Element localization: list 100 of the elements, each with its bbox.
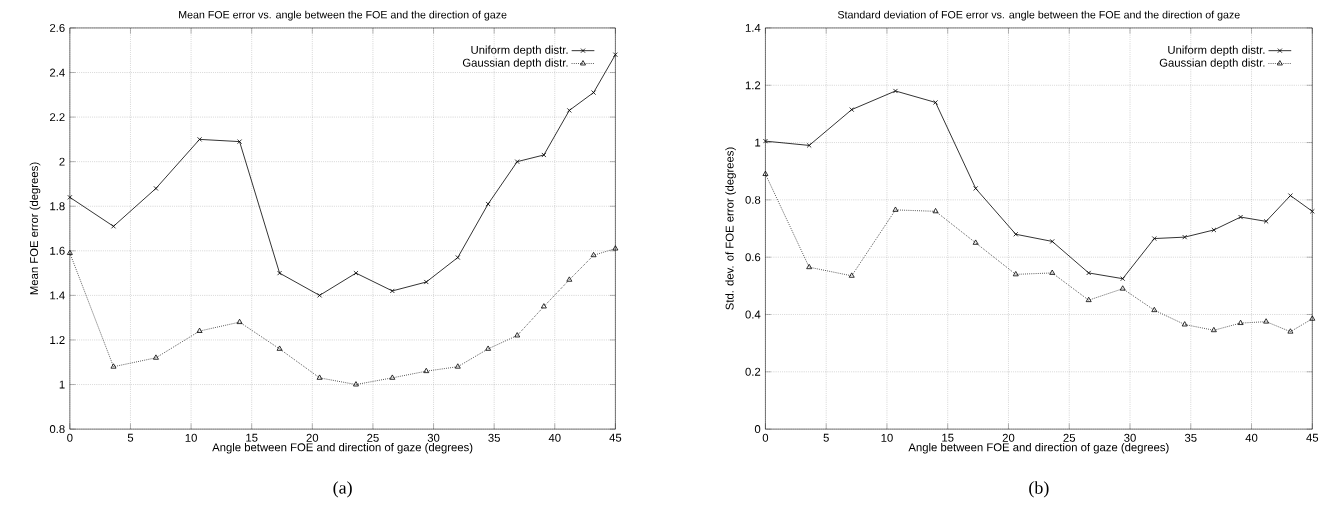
point [591,90,597,96]
point [540,303,547,309]
y-tick-label: 1.6 [50,246,65,255]
point [972,239,979,245]
point [1013,231,1019,237]
y-tick-label: 0.4 [745,310,761,319]
x-tick-label: 0 [67,433,73,442]
point [1086,270,1092,276]
x-tick-label: 25 [367,433,379,442]
y-tick-label: 1.2 [745,81,761,90]
point [353,381,359,387]
point [1210,326,1217,333]
point [1287,193,1293,199]
point [892,206,899,212]
x-tick-label: 35 [1184,433,1197,442]
x-tick-label: 45 [609,433,622,442]
x-tick-label: 5 [823,433,829,442]
point [485,201,491,207]
point [848,272,855,278]
x-tick-label: 40 [548,433,561,442]
point [236,318,243,325]
x-tick-label: 10 [185,433,197,442]
point [1309,315,1316,321]
y-tick-label: 0.6 [745,253,761,262]
point [316,374,323,380]
point [454,363,461,369]
y-tick-label: 0.8 [745,195,761,204]
point [612,245,619,251]
point [196,327,203,333]
y-axis-title: Mean FOE error (degrees) [29,162,41,295]
point [612,52,618,58]
point [197,136,203,142]
y-tick-label: 2.6 [50,23,65,32]
point [110,363,117,369]
y-tick-label: 2 [59,157,65,166]
point [455,255,461,261]
point [1085,296,1092,303]
x-tick-label: 20 [1002,433,1015,442]
point [933,100,939,105]
y-tick-label: 0.2 [745,367,761,376]
chart-title: Standard deviation of FOE error vs. angle between the FOE and the direction of gaze [837,10,1240,21]
point [1181,321,1188,327]
point [1287,328,1294,334]
point [353,270,359,276]
legend-label: Gaussian depth distr. [1159,58,1265,69]
text: (b) [1029,481,1049,498]
x-tick-label: 35 [488,433,500,442]
point [485,345,492,351]
point [1151,306,1158,313]
point [849,107,855,113]
legend-label: Gaussian depth distr. [462,58,568,69]
point [1238,214,1244,220]
chart-title: Mean FOE error vs. angle between the FOE and the direction of gaze [179,10,507,21]
x-axis-title: Angle between FOE and direction of gaze (degrees) [212,443,473,454]
x-tick-label: 25 [1063,433,1076,442]
point [1049,239,1055,244]
point [111,223,116,229]
point [423,279,429,285]
point [317,292,323,298]
point [67,194,73,200]
x-tick-label: 40 [1245,433,1258,442]
point [932,208,939,214]
y-tick-label: 0.8 [49,425,65,434]
point [806,143,812,148]
x-tick-label: 15 [246,433,258,442]
point [1049,269,1056,275]
point [1263,318,1270,324]
y-tick-label: 0 [754,425,761,434]
point [1211,227,1217,233]
point [806,263,813,270]
point [66,249,73,255]
y-tick-label: 2.4 [50,68,65,77]
x-tick-label: 5 [127,433,134,442]
point [514,159,520,165]
point [566,276,573,282]
point [541,152,547,158]
x-axis-title: Angle between FOE and direction of gaze (degrees) [908,443,1169,454]
point [566,107,572,113]
point [152,354,159,360]
point [153,185,159,191]
point [762,138,768,144]
point [590,251,597,258]
y-tick-label: 1.4 [745,24,761,32]
point [762,170,769,176]
point [973,185,979,191]
point [277,270,283,276]
point [237,139,243,145]
point [389,288,395,294]
y-tick-label: 1.4 [50,291,65,300]
point [389,374,396,380]
y-tick-label: 1.2 [50,336,65,344]
x-tick-label: 30 [1124,433,1136,442]
point [1119,285,1126,291]
point [1120,276,1126,282]
x-tick-label: 10 [881,433,893,442]
point [1151,236,1157,242]
y-axis-title: Std. dev. of FOE error (degrees) [725,147,736,310]
y-tick-label: 1.8 [50,202,65,211]
point [1012,271,1019,277]
point [423,367,430,374]
